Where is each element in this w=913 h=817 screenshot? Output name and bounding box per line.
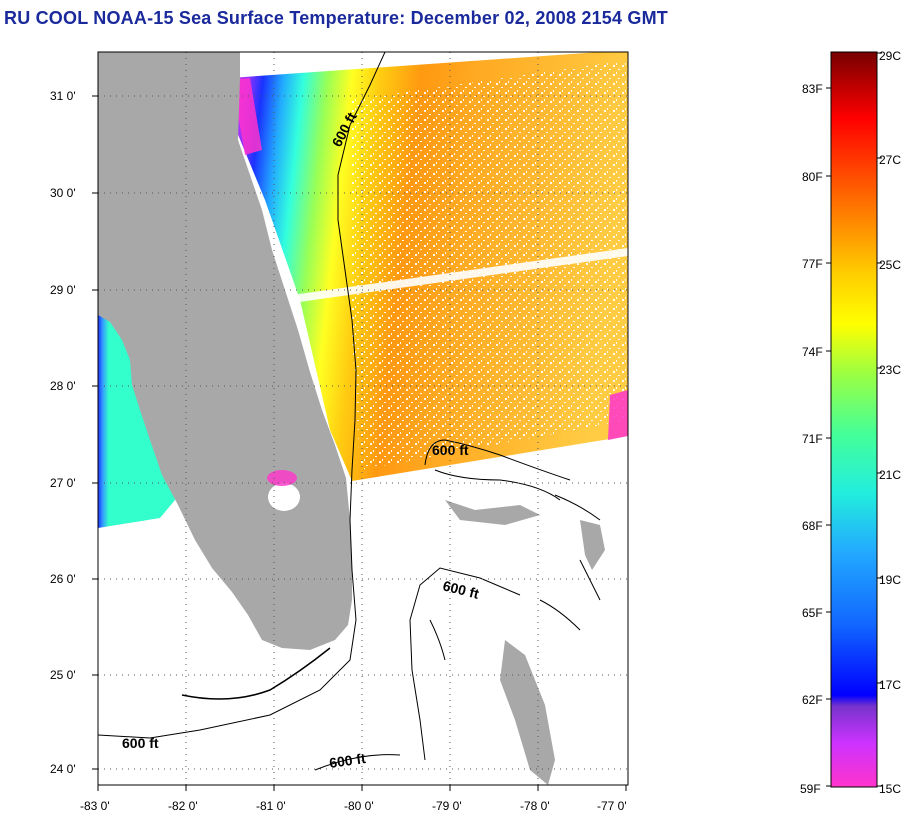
colorbar-label-59f: 59F: [800, 782, 821, 796]
axis-ticks: [92, 95, 627, 791]
lat-label-24: 24 0': [50, 762, 76, 776]
colorbar-label-23c: 23C: [879, 363, 901, 377]
colorbar-label-80f: 80F: [802, 170, 823, 184]
contour-600ft-bahamas-south: [409, 567, 521, 761]
colorbar: [830, 51, 878, 788]
colorbar-label-15c: 15C: [879, 782, 901, 796]
colorbar-label-71f: 71F: [802, 432, 823, 446]
sst-swath-north-clouds: [350, 60, 628, 470]
colorbar-label-17c: 17C: [879, 678, 901, 692]
contour-600ft-east-florida: [98, 52, 386, 739]
florida-keys: [181, 647, 331, 700]
lat-label-31: 31 0': [50, 89, 76, 103]
contour-label-bahamas-north: 600 ft: [432, 442, 469, 458]
lake-rim: [267, 470, 297, 486]
graticule: [98, 52, 628, 785]
colorbar-label-19c: 19C: [879, 573, 901, 587]
colorbar-label-65f: 65F: [802, 606, 823, 620]
bahamas-coastlines: [429, 469, 601, 661]
cold-east-edge: [608, 390, 628, 440]
lon-label-81: -81 0': [256, 799, 286, 813]
colorbar-label-62f: 62F: [802, 693, 823, 707]
lat-label-30: 30 0': [50, 186, 76, 200]
lon-label-80: -80 0': [344, 799, 374, 813]
lon-label-78: -78 0': [520, 799, 550, 813]
lat-label-25: 25 0': [50, 668, 76, 682]
colorbar-ticks: [826, 52, 882, 787]
cloud-streak: [285, 248, 628, 304]
lat-label-26: 26 0': [50, 572, 76, 586]
lat-label-29: 29 0': [50, 283, 76, 297]
lat-label-28: 28 0': [50, 379, 76, 393]
map-title: RU COOL NOAA-15 Sea Surface Temperature:…: [4, 8, 668, 28]
lat-label-27: 27 0': [50, 476, 76, 490]
lon-label-79: -79 0': [432, 799, 462, 813]
lon-label-77: -77 0': [597, 799, 627, 813]
lake-okeechobee: [268, 483, 300, 511]
colorbar-label-74f: 74F: [802, 345, 823, 359]
colorbar-label-68f: 68F: [802, 519, 823, 533]
contour-label-southwest: 600 ft: [122, 735, 159, 751]
colorbar-label-21c: 21C: [879, 468, 901, 482]
colorbar-label-25c: 25C: [879, 258, 901, 272]
contour-600ft-bahamas-north: [424, 439, 571, 481]
colorbar-label-83f: 83F: [802, 82, 823, 96]
colorbar-label-27c: 27C: [879, 153, 901, 167]
colorbar-label-29c: 29C: [879, 49, 901, 63]
grand-bahama: [445, 500, 540, 525]
contour-600ft-south: [314, 754, 401, 771]
cold-coastal-band: [232, 78, 262, 155]
contour-label-south: 600 ft: [328, 750, 367, 771]
abaco: [580, 520, 605, 570]
lon-label-82: -82 0': [168, 799, 198, 813]
andros: [500, 640, 555, 785]
colorbar-label-77f: 77F: [802, 257, 823, 271]
map-frame: [97, 51, 629, 786]
lon-label-83: -83 0': [80, 799, 110, 813]
